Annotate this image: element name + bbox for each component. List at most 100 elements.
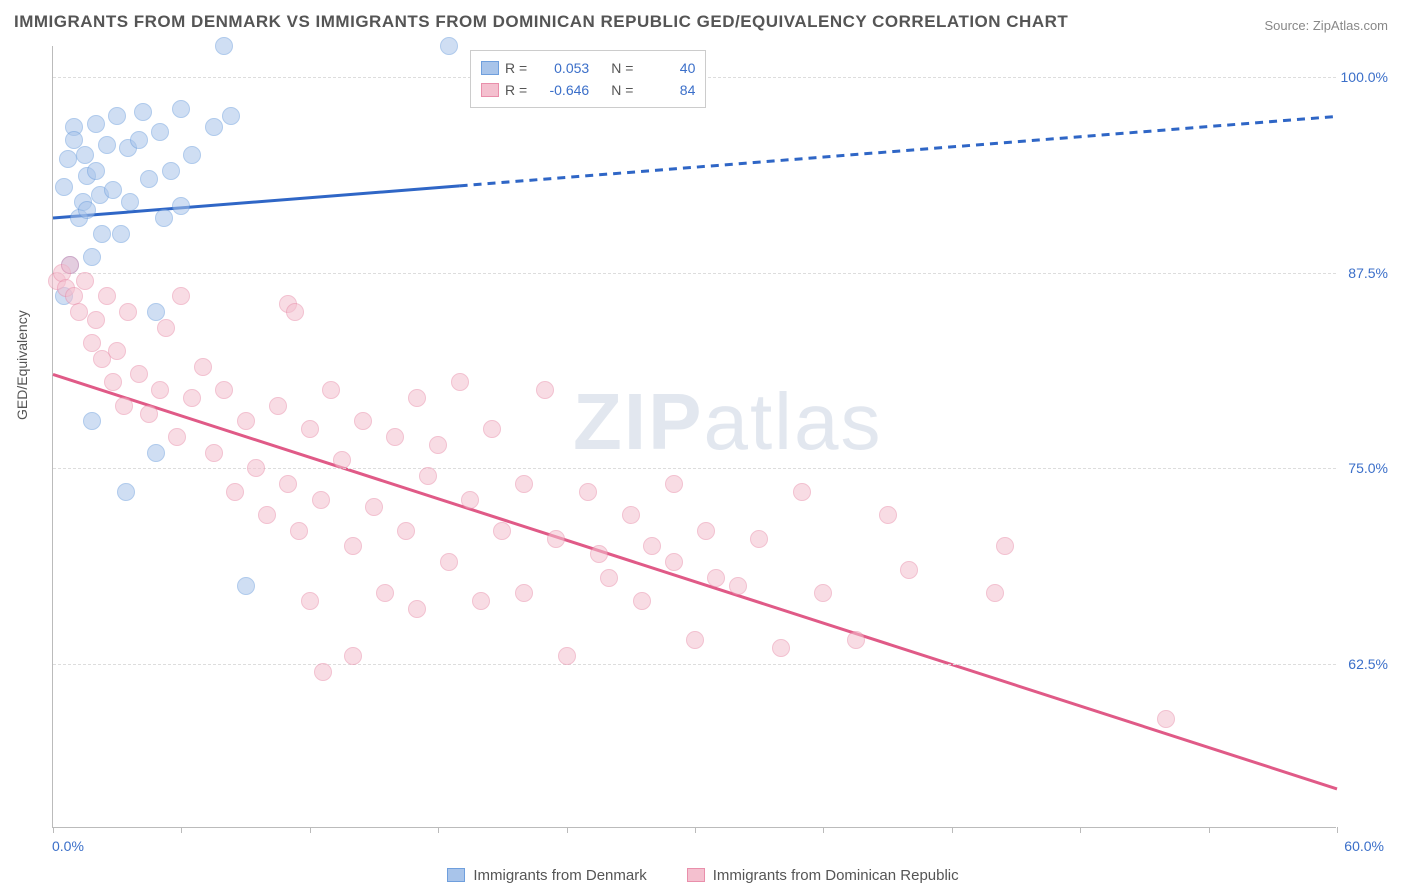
data-point bbox=[155, 209, 173, 227]
data-point bbox=[147, 303, 165, 321]
data-point bbox=[61, 256, 79, 274]
data-point bbox=[314, 663, 332, 681]
data-point bbox=[130, 131, 148, 149]
chart-title: IMMIGRANTS FROM DENMARK VS IMMIGRANTS FR… bbox=[14, 12, 1068, 32]
legend-row: R =-0.646N =84 bbox=[481, 79, 695, 101]
data-point bbox=[55, 178, 73, 196]
data-point bbox=[194, 358, 212, 376]
x-tick bbox=[310, 827, 311, 833]
data-point bbox=[269, 397, 287, 415]
r-value: -0.646 bbox=[533, 82, 589, 98]
data-point bbox=[59, 150, 77, 168]
n-value: 40 bbox=[639, 60, 695, 76]
legend-item: Immigrants from Dominican Republic bbox=[687, 867, 959, 884]
data-point bbox=[397, 522, 415, 540]
data-point bbox=[183, 389, 201, 407]
plot-area: ZIPatlas bbox=[52, 46, 1336, 828]
data-point bbox=[536, 381, 554, 399]
source-label: Source: ZipAtlas.com bbox=[1264, 18, 1388, 33]
legend-swatch bbox=[481, 83, 499, 97]
data-point bbox=[83, 412, 101, 430]
data-point bbox=[237, 577, 255, 595]
data-point bbox=[87, 162, 105, 180]
legend-series: Immigrants from Denmark Immigrants from D… bbox=[0, 867, 1406, 887]
data-point bbox=[183, 146, 201, 164]
data-point bbox=[354, 412, 372, 430]
data-point bbox=[515, 475, 533, 493]
data-point bbox=[301, 592, 319, 610]
data-point bbox=[93, 225, 111, 243]
y-tick-label: 87.5% bbox=[1348, 265, 1388, 281]
y-tick-label: 75.0% bbox=[1348, 460, 1388, 476]
data-point bbox=[172, 287, 190, 305]
x-max-label: 60.0% bbox=[1344, 838, 1384, 854]
data-point bbox=[157, 319, 175, 337]
data-point bbox=[117, 483, 135, 501]
data-point bbox=[247, 459, 265, 477]
gridline bbox=[53, 468, 1336, 469]
y-tick-label: 62.5% bbox=[1348, 656, 1388, 672]
legend-swatch bbox=[481, 61, 499, 75]
data-point bbox=[237, 412, 255, 430]
data-point bbox=[140, 405, 158, 423]
legend-swatch bbox=[687, 868, 705, 882]
legend-label: Immigrants from Denmark bbox=[473, 867, 646, 884]
data-point bbox=[365, 498, 383, 516]
data-point bbox=[87, 311, 105, 329]
data-point bbox=[121, 193, 139, 211]
data-point bbox=[172, 100, 190, 118]
data-point bbox=[205, 118, 223, 136]
trend-line bbox=[460, 116, 1337, 185]
x-min-label: 0.0% bbox=[52, 838, 84, 854]
legend-label: Immigrants from Dominican Republic bbox=[713, 867, 959, 884]
data-point bbox=[472, 592, 490, 610]
data-point bbox=[286, 303, 304, 321]
data-point bbox=[440, 37, 458, 55]
data-point bbox=[98, 136, 116, 154]
data-point bbox=[83, 248, 101, 266]
data-point bbox=[793, 483, 811, 501]
x-tick bbox=[181, 827, 182, 833]
data-point bbox=[98, 287, 116, 305]
data-point bbox=[408, 389, 426, 407]
data-point bbox=[134, 103, 152, 121]
data-point bbox=[83, 334, 101, 352]
data-point bbox=[440, 553, 458, 571]
data-point bbox=[558, 647, 576, 665]
data-point bbox=[333, 451, 351, 469]
n-value: 84 bbox=[639, 82, 695, 98]
data-point bbox=[76, 146, 94, 164]
n-label: N = bbox=[611, 60, 633, 76]
data-point bbox=[78, 201, 96, 219]
data-point bbox=[104, 181, 122, 199]
x-tick bbox=[567, 827, 568, 833]
data-point bbox=[140, 170, 158, 188]
data-point bbox=[376, 584, 394, 602]
data-point bbox=[312, 491, 330, 509]
data-point bbox=[590, 545, 608, 563]
data-point bbox=[344, 647, 362, 665]
data-point bbox=[65, 131, 83, 149]
data-point bbox=[162, 162, 180, 180]
data-point bbox=[87, 115, 105, 133]
data-point bbox=[879, 506, 897, 524]
data-point bbox=[483, 420, 501, 438]
y-tick-label: 100.0% bbox=[1341, 69, 1388, 85]
data-point bbox=[205, 444, 223, 462]
data-point bbox=[151, 123, 169, 141]
legend-item: Immigrants from Denmark bbox=[447, 867, 646, 884]
data-point bbox=[386, 428, 404, 446]
data-point bbox=[108, 342, 126, 360]
x-tick bbox=[695, 827, 696, 833]
data-point bbox=[168, 428, 186, 446]
data-point bbox=[119, 303, 137, 321]
data-point bbox=[900, 561, 918, 579]
legend-swatch bbox=[447, 868, 465, 882]
data-point bbox=[451, 373, 469, 391]
r-label: R = bbox=[505, 60, 527, 76]
data-point bbox=[665, 553, 683, 571]
y-axis-label: GED/Equivalency bbox=[14, 310, 30, 420]
data-point bbox=[226, 483, 244, 501]
trend-lines-layer bbox=[53, 46, 1336, 827]
data-point bbox=[151, 381, 169, 399]
